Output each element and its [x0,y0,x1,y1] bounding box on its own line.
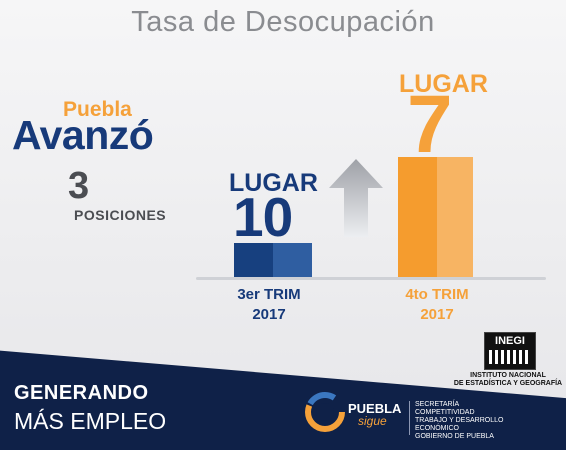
positions-label: POSICIONES [74,207,167,223]
before-period-quarter: 3er TRIM [237,286,301,303]
inegi-caption-line2: DE ESTADÍSTICA Y GEOGRAFÍA [453,380,563,387]
before-period: 3er TRIM 2017 [214,285,324,325]
brand-divider [409,401,410,435]
after-period: 4to TRIM 2017 [382,285,492,325]
after-rank-label: LUGAR [399,70,488,98]
inegi-caption: INSTITUTO NACIONAL DE ESTADÍSTICA Y GEOG… [448,372,566,388]
before-period-year: 2017 [252,306,286,323]
secretaria-line: SECRETARÍA [415,401,460,408]
after-period-year: 2017 [420,306,454,323]
secretaria-line: COMPETITIVIDAD [415,409,475,416]
up-arrow-icon [329,159,383,237]
page-title: Tasa de Desocupación [131,6,435,38]
positions-count: 3 [68,165,90,207]
secretaria-line: GOBIERNO DE PUEBLA [415,433,494,440]
before-rank-bar [234,243,312,277]
state-label: Puebla [63,98,132,121]
footer-tagline-line1: GENERANDO [14,382,149,404]
before-rank-value: 10 [233,186,293,248]
inegi-caption-line1: INSTITUTO NACIONAL [470,372,546,379]
puebla-sigue-logo-icon [305,392,345,432]
before-rank-label: LUGAR [229,169,318,197]
after-rank-bar [398,157,473,277]
brand-sub: sigue [358,414,387,428]
inegi-logo-text: INEGI [495,335,525,347]
inegi-logo-bars [489,350,529,364]
secretaria-text: SECRETARÍA COMPETITIVIDAD TRABAJO Y DESA… [415,401,503,441]
secretaria-line: TRABAJO Y DESARROLLO [415,417,504,424]
footer-tagline-line2: MÁS EMPLEO [14,408,167,434]
after-period-quarter: 4to TRIM [405,286,469,303]
baseline-divider [196,277,546,280]
secretaria-line: ECONÓMICO [415,425,459,432]
brand-main: PUEBLA [348,401,402,416]
headline-verb: Avanzó [12,112,154,158]
after-rank-value: 7 [407,79,453,170]
